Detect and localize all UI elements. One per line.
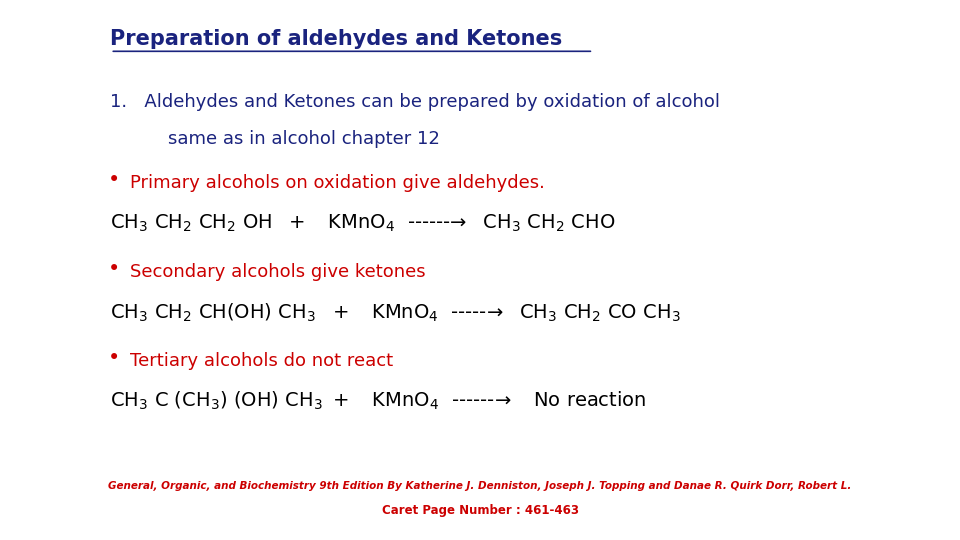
Text: •: •: [108, 170, 120, 190]
Text: Preparation of aldehydes and Ketones: Preparation of aldehydes and Ketones: [110, 29, 563, 49]
Text: $\mathrm{CH_3\ CH_2\ CH_2\ OH\ \ +\ \ \ KMnO_4\ \ \text{------}\!\rightarrow\ \ : $\mathrm{CH_3\ CH_2\ CH_2\ OH\ \ +\ \ \ …: [110, 213, 615, 234]
Text: same as in alcohol chapter 12: same as in alcohol chapter 12: [168, 131, 440, 149]
Text: •: •: [108, 348, 120, 368]
Text: •: •: [108, 259, 120, 279]
Text: Tertiary alcohols do not react: Tertiary alcohols do not react: [130, 352, 393, 370]
Text: Primary alcohols on oxidation give aldehydes.: Primary alcohols on oxidation give aldeh…: [130, 174, 544, 192]
Text: Secondary alcohols give ketones: Secondary alcohols give ketones: [130, 263, 425, 281]
Text: 1.   Aldehydes and Ketones can be prepared by oxidation of alcohol: 1. Aldehydes and Ketones can be prepared…: [110, 93, 720, 111]
Text: $\mathrm{CH_3\ CH_2\ CH(OH)\ CH_3\ \ +\ \ \ KMnO_4\ \ \text{-----}\!\rightarrow\: $\mathrm{CH_3\ CH_2\ CH(OH)\ CH_3\ \ +\ …: [110, 302, 681, 324]
Text: General, Organic, and Biochemistry 9th Edition By Katherine J. Denniston, Joseph: General, Organic, and Biochemistry 9th E…: [108, 481, 852, 491]
Text: $\mathrm{CH_3\ C\ (CH_3)\ (OH)\ CH_3\ +\ \ \ KMnO_4\ \ \text{------}\!\rightarro: $\mathrm{CH_3\ C\ (CH_3)\ (OH)\ CH_3\ +\…: [110, 390, 647, 412]
Text: Caret Page Number : 461-463: Caret Page Number : 461-463: [381, 504, 579, 517]
